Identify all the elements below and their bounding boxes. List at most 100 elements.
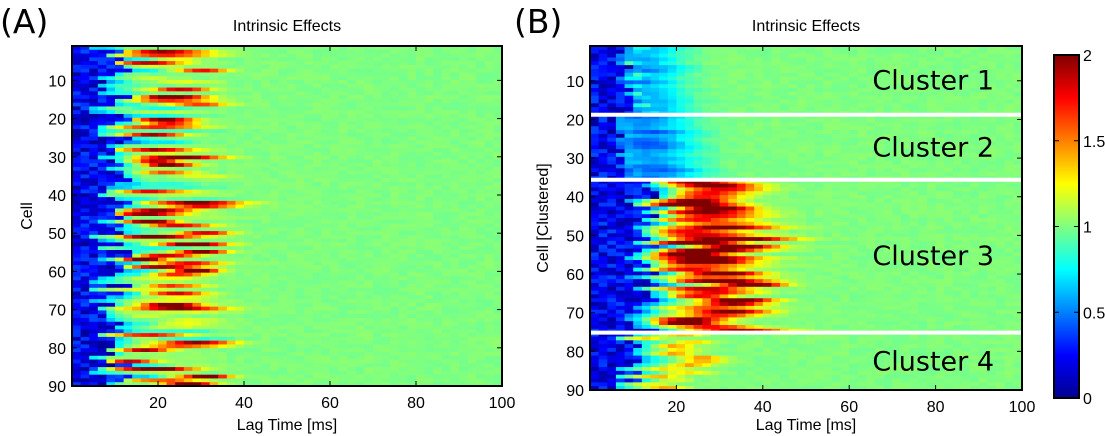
heatmap-cell xyxy=(840,57,850,62)
heatmap-cell xyxy=(728,53,738,59)
heatmap-cell xyxy=(390,370,400,376)
heatmap-cell xyxy=(201,280,211,285)
heatmap-cell xyxy=(330,114,340,119)
heatmap-cell xyxy=(209,272,219,278)
heatmap-cell xyxy=(252,276,262,281)
heatmap-cell xyxy=(192,170,202,176)
heatmap-cell xyxy=(261,246,271,251)
heatmap-cell xyxy=(295,238,305,244)
heatmap-cell xyxy=(244,299,254,304)
heatmap-cell xyxy=(433,87,443,92)
heatmap-cell xyxy=(416,140,426,145)
heatmap-cell xyxy=(183,253,193,259)
heatmap-cell xyxy=(347,189,357,194)
heatmap-cell xyxy=(115,370,125,376)
heatmap-cell xyxy=(407,227,417,232)
heatmap-cell xyxy=(158,370,168,376)
heatmap-cell xyxy=(252,148,262,153)
heatmap-cell xyxy=(201,265,211,270)
heatmap-cell xyxy=(89,231,99,236)
heatmap-cell xyxy=(321,200,331,206)
heatmap-cell xyxy=(252,53,262,58)
heatmap-cell xyxy=(304,155,314,160)
heatmap-cell xyxy=(330,204,340,210)
heatmap-cell xyxy=(390,68,400,74)
heatmap-cell xyxy=(97,253,107,259)
heatmap-cell xyxy=(450,352,460,357)
heatmap-cell xyxy=(493,250,503,255)
heatmap-cell xyxy=(89,223,99,228)
heatmap-cell xyxy=(407,132,417,138)
heatmap-cell xyxy=(175,87,185,92)
heatmap-cell xyxy=(287,136,297,142)
heatmap-cell xyxy=(347,136,357,142)
heatmap-cell xyxy=(166,310,176,315)
heatmap-cell xyxy=(123,216,133,221)
heatmap-cell xyxy=(80,291,90,296)
heatmap-cell xyxy=(287,287,297,293)
heatmap-cell xyxy=(269,344,279,349)
heatmap-cell xyxy=(89,367,99,372)
heatmap-cell xyxy=(278,204,288,210)
heatmap-cell xyxy=(476,268,486,274)
heatmap-cell xyxy=(338,253,348,259)
heatmap-cell xyxy=(175,64,185,70)
heatmap-cell xyxy=(235,291,245,296)
heatmap-cell xyxy=(166,246,176,251)
heatmap-cell xyxy=(235,129,245,134)
heatmap-cell xyxy=(244,348,254,353)
heatmap-cell xyxy=(467,367,477,372)
heatmap-cell xyxy=(857,76,868,81)
heatmap-cell xyxy=(433,216,443,221)
heatmap-cell xyxy=(459,287,469,293)
heatmap-cell xyxy=(424,57,434,62)
heatmap-cell xyxy=(312,329,322,334)
heatmap-cell xyxy=(201,231,211,236)
heatmap-cell xyxy=(338,200,348,206)
heatmap-cell xyxy=(364,370,374,376)
heatmap-cell xyxy=(244,170,254,176)
heatmap-cell xyxy=(201,178,211,183)
heatmap-cell xyxy=(892,49,902,55)
heatmap-cell xyxy=(269,268,279,274)
heatmap-cell xyxy=(364,197,374,202)
heatmap-cell xyxy=(72,367,82,372)
heatmap-cell xyxy=(338,117,348,123)
heatmap-cell xyxy=(209,223,219,228)
heatmap-cell xyxy=(1004,49,1014,55)
heatmap-cell xyxy=(261,110,271,115)
heatmap-cell xyxy=(97,212,107,217)
heatmap-cell xyxy=(287,374,297,380)
heatmap-cell xyxy=(304,53,314,58)
heatmap-cell xyxy=(441,238,451,244)
heatmap-cell xyxy=(209,284,219,289)
heatmap-cell xyxy=(252,72,262,77)
heatmap-cell xyxy=(978,53,989,59)
heatmap-cell xyxy=(407,352,417,357)
heatmap-cell xyxy=(192,204,202,210)
heatmap-cell xyxy=(304,185,314,191)
heatmap-cell xyxy=(269,242,279,247)
heatmap-cell xyxy=(484,284,494,289)
heatmap-cell xyxy=(149,151,159,157)
heatmap-cell xyxy=(278,340,288,346)
heatmap-cell xyxy=(347,95,357,100)
heatmap-cell xyxy=(80,72,90,77)
heatmap-cell xyxy=(433,204,443,210)
heatmap-cell xyxy=(278,98,288,104)
heatmap-cell xyxy=(441,170,451,176)
heatmap-cell xyxy=(441,382,451,387)
heatmap-cell xyxy=(80,340,90,346)
heatmap-cell xyxy=(866,65,876,70)
heatmap-cell xyxy=(158,163,168,168)
heatmap-cell xyxy=(484,212,494,217)
heatmap-cell xyxy=(416,280,426,285)
heatmap-cell xyxy=(476,227,486,232)
heatmap-cell xyxy=(106,329,116,334)
heatmap-cell xyxy=(252,382,262,387)
heatmap-cell xyxy=(287,302,297,308)
heatmap-cell xyxy=(97,348,107,353)
heatmap-cell xyxy=(484,306,494,312)
heatmap-cell xyxy=(80,302,90,308)
heatmap-cell xyxy=(398,166,408,172)
